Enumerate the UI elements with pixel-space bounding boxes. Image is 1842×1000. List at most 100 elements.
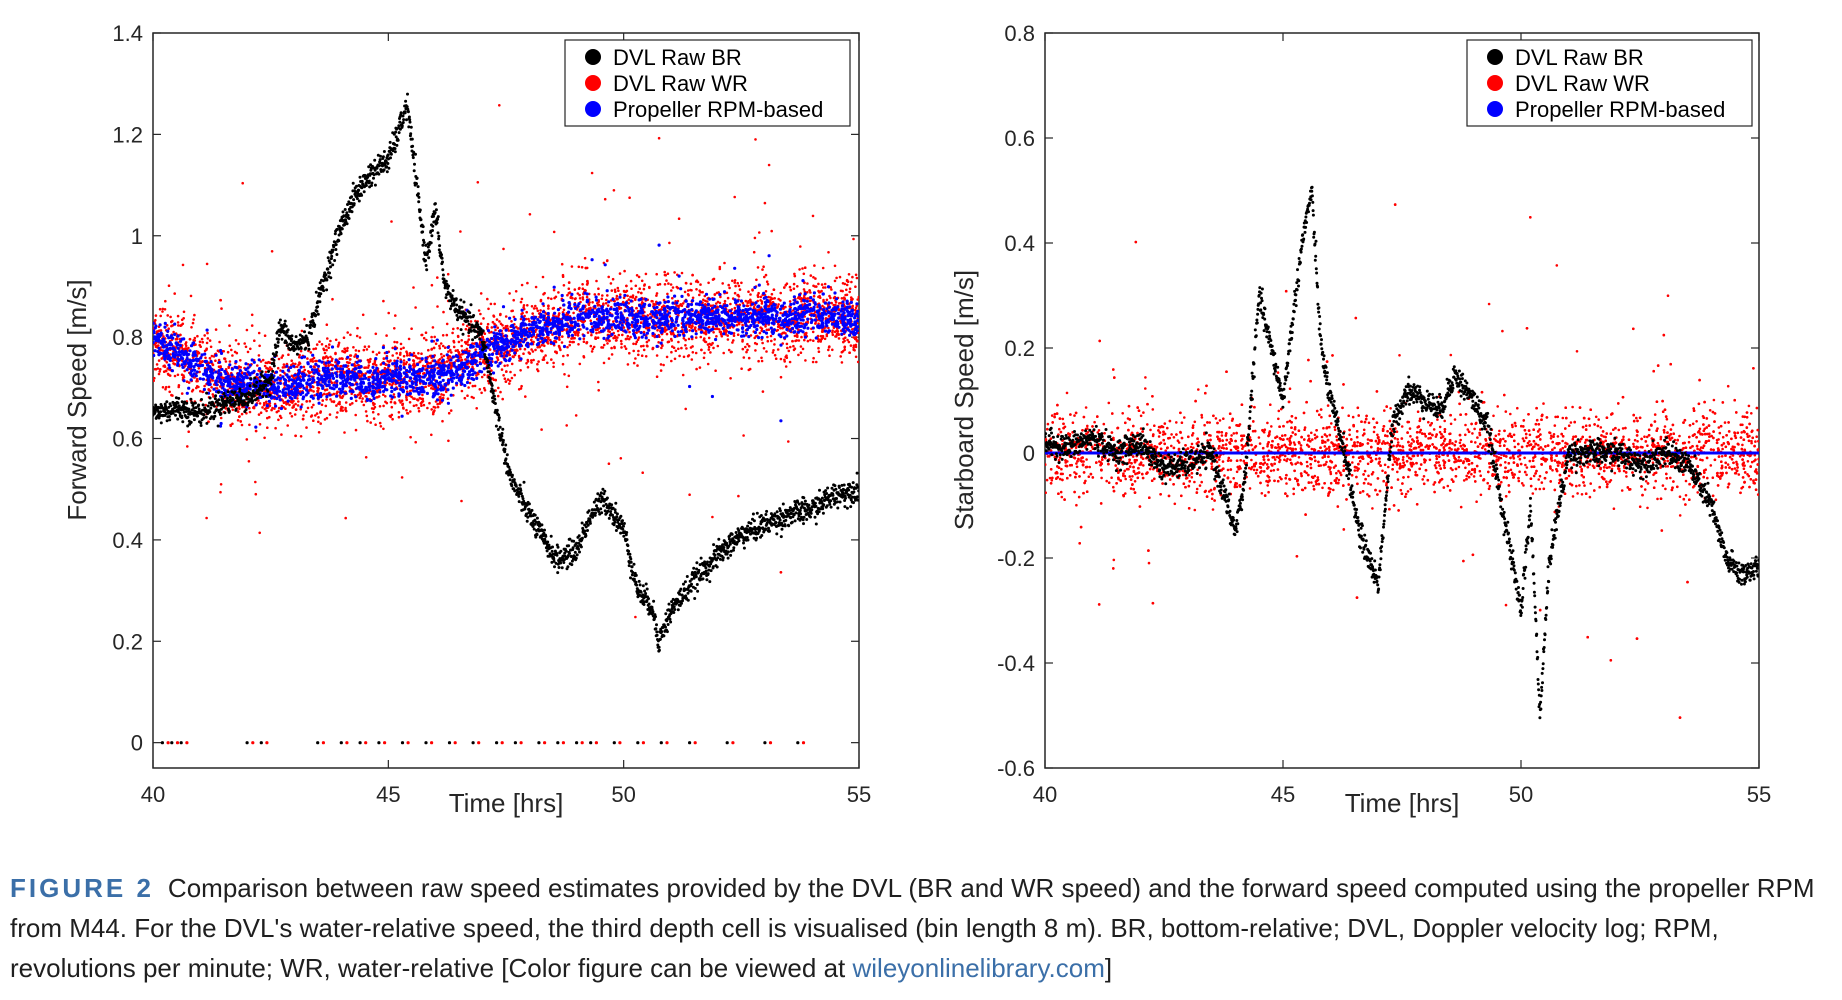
wr-point	[520, 283, 524, 287]
wr-point	[663, 270, 666, 274]
wr-point	[252, 406, 255, 410]
wr-point	[583, 256, 587, 260]
wr-point	[314, 414, 317, 417]
wr-point	[573, 336, 576, 340]
y-tick-label: 0.4	[112, 528, 143, 553]
wr-point	[377, 413, 380, 416]
wr-point	[400, 476, 404, 479]
wr-point	[727, 348, 731, 352]
wr-point	[169, 315, 172, 319]
wr-point	[386, 359, 390, 363]
wr-point	[706, 343, 710, 346]
wr-point	[257, 354, 261, 357]
wr-point	[399, 347, 403, 351]
wr-point	[609, 282, 613, 285]
wr-point	[325, 323, 329, 327]
wr-point	[402, 407, 405, 410]
wr-point	[332, 392, 336, 396]
wr-point	[625, 284, 628, 288]
wr-point	[648, 285, 651, 289]
wr-point	[210, 354, 214, 358]
wr-point	[519, 347, 522, 351]
wr-point	[177, 324, 180, 327]
wr-point	[657, 136, 661, 140]
rpm-point	[795, 301, 799, 305]
wr-point	[206, 337, 210, 340]
wr-point	[436, 402, 439, 406]
wr-point	[486, 322, 490, 326]
wr-point	[802, 272, 806, 276]
wr-point	[329, 339, 332, 343]
wr-point	[749, 298, 752, 302]
wr-point	[464, 327, 468, 331]
wr-point	[311, 360, 315, 363]
rpm-point	[556, 308, 561, 312]
wr-point	[510, 362, 514, 366]
wr-point	[317, 431, 321, 434]
rpm-point	[473, 371, 477, 375]
wr-point	[483, 386, 486, 390]
wr-point	[761, 341, 764, 345]
wr-point	[264, 370, 268, 374]
wr-point	[727, 321, 730, 325]
wr-point	[680, 304, 684, 308]
wr-point	[231, 408, 235, 412]
wr-point	[668, 241, 671, 245]
wr-point	[165, 324, 169, 327]
wr-point	[767, 328, 771, 332]
wr-point	[389, 415, 393, 419]
wr-point	[715, 291, 719, 295]
wr-point	[265, 361, 269, 365]
wr-point	[190, 326, 193, 329]
wr-point	[391, 417, 394, 421]
wr-point	[560, 341, 564, 344]
wr-point	[604, 302, 608, 305]
wr-point	[758, 231, 761, 234]
wr-point	[158, 370, 161, 373]
wr-point	[405, 396, 408, 399]
wr-point	[261, 358, 265, 362]
wr-point	[192, 339, 195, 342]
wr-point	[837, 337, 841, 340]
rpm-point	[678, 333, 682, 337]
rpm-point	[785, 327, 789, 332]
wr-point	[375, 396, 378, 399]
wr-point	[677, 347, 680, 351]
wr-point	[184, 342, 187, 346]
wr-point	[775, 306, 779, 309]
wr-point	[812, 339, 815, 343]
wr-point	[831, 348, 834, 352]
wr-point	[536, 345, 539, 349]
wr-point	[581, 296, 585, 299]
wr-point	[684, 407, 687, 411]
rpm-point	[508, 316, 512, 320]
wr-point	[632, 361, 636, 365]
wr-point	[833, 264, 837, 268]
wr-point	[520, 384, 523, 388]
wr-point	[539, 298, 543, 302]
rpm-point	[769, 326, 773, 330]
wr-point	[362, 403, 366, 407]
wr-point	[789, 345, 792, 349]
wr-point	[324, 404, 328, 408]
wr-point	[830, 288, 833, 291]
wr-point	[664, 273, 667, 277]
rpm-point	[562, 344, 567, 349]
wr-point	[528, 352, 532, 355]
wr-point	[675, 285, 679, 289]
wr-point	[448, 355, 452, 358]
wr-point	[827, 348, 830, 352]
wr-point	[845, 278, 849, 282]
wr-point	[820, 330, 824, 333]
wr-point	[561, 273, 565, 277]
wr-point	[222, 350, 225, 353]
rpm-point	[446, 388, 450, 392]
wr-point	[268, 415, 271, 419]
wr-point	[699, 335, 703, 339]
wr-point	[273, 407, 276, 410]
wr-point	[735, 323, 739, 327]
wr-point	[847, 340, 851, 344]
wr-point	[430, 433, 433, 437]
wr-point	[414, 364, 417, 367]
wr-point	[483, 362, 487, 365]
